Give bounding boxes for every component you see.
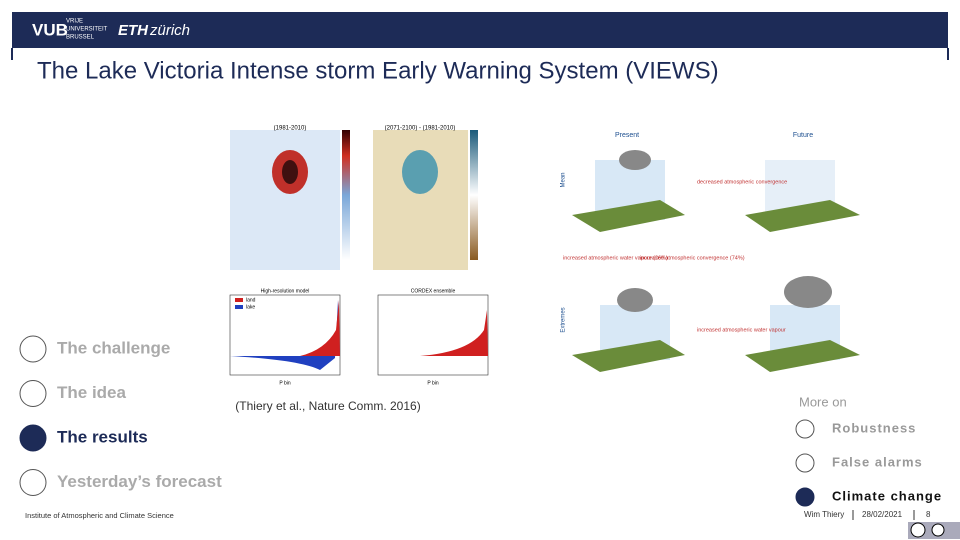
cloud	[617, 288, 653, 312]
plot-area	[300, 300, 340, 356]
column-label: Present	[615, 132, 639, 139]
nav-item: The results	[57, 427, 148, 446]
nav-item: Yesterday’s forecast	[57, 472, 222, 491]
footer-institute: Institute of Atmospheric and Climate Sci…	[25, 511, 174, 520]
more-bullet	[795, 453, 815, 473]
nav-item: The challenge	[57, 338, 170, 357]
diagram-note: increased atmospheric water vapour (26%)	[563, 255, 668, 261]
diagram-note: increased atmospheric convergence (74%)	[640, 255, 745, 261]
nav-bullet	[19, 380, 47, 407]
diagram-note: decreased atmospheric convergence	[697, 179, 787, 185]
plot-title: High-resolution model	[261, 288, 310, 294]
legend-label: lake	[246, 304, 255, 310]
footer-date: 28/02/2021	[862, 510, 903, 519]
eth-logo: zürich	[149, 22, 190, 39]
cc-icon	[931, 523, 945, 537]
plot-area	[230, 300, 340, 370]
nav-bullet	[19, 424, 47, 452]
header-bar	[12, 12, 948, 48]
more-item: Climate change	[832, 488, 942, 503]
figure: (1981-2010) (2071-2100) - (1981-2010) Hi…	[229, 126, 860, 386]
vub-name: VRIJE	[66, 19, 83, 25]
x-label: P bin	[279, 380, 291, 386]
vub-name: BRUSSEL	[66, 35, 95, 41]
terrain	[572, 340, 685, 372]
column-label: Future	[793, 132, 813, 139]
cloud	[619, 150, 651, 170]
more-item: False alarms	[832, 454, 923, 469]
x-label: P bin	[427, 380, 439, 386]
legend-swatch	[235, 305, 243, 309]
vub-logo: VUB	[32, 20, 68, 39]
map-title: (2071-2100) - (1981-2010)	[385, 126, 456, 132]
row-label: Extremes	[561, 307, 567, 332]
row-label: Mean	[561, 172, 567, 187]
map-lake	[402, 150, 438, 194]
terrain	[745, 200, 860, 232]
page-number: 8	[926, 510, 931, 519]
more-bullet	[795, 487, 815, 507]
map-lake	[282, 160, 298, 184]
nav-bullet	[19, 335, 47, 363]
slide-title: The Lake Victoria Intense storm Early Wa…	[37, 57, 719, 84]
cloud	[784, 276, 832, 308]
plot-frame	[229, 294, 341, 376]
colorbar	[342, 130, 350, 260]
plot-title: CORDEX ensemble	[411, 288, 456, 294]
plot-area	[420, 310, 488, 356]
vub-name: UNIVERSITEIT	[66, 27, 108, 33]
diagram-note: increased atmospheric water vapour	[697, 327, 786, 333]
plot-frame	[377, 294, 489, 376]
footer-author: Wim Thiery	[804, 510, 844, 519]
nav-bullet	[19, 469, 47, 496]
colorbar	[470, 130, 478, 260]
eth-logo: ETH	[118, 22, 149, 39]
more-item: Robustness	[832, 420, 916, 435]
legend-swatch	[235, 298, 243, 302]
terrain	[745, 340, 860, 372]
citation: (Thiery et al., Nature Comm. 2016)	[235, 399, 420, 413]
cc-icon	[910, 522, 926, 538]
terrain	[572, 200, 685, 232]
nav-item: The idea	[57, 383, 127, 402]
map-title: (1981-2010)	[274, 126, 307, 132]
more-bullet	[795, 419, 815, 439]
more-on-heading: More on	[799, 394, 847, 409]
legend-label: land	[246, 297, 256, 303]
